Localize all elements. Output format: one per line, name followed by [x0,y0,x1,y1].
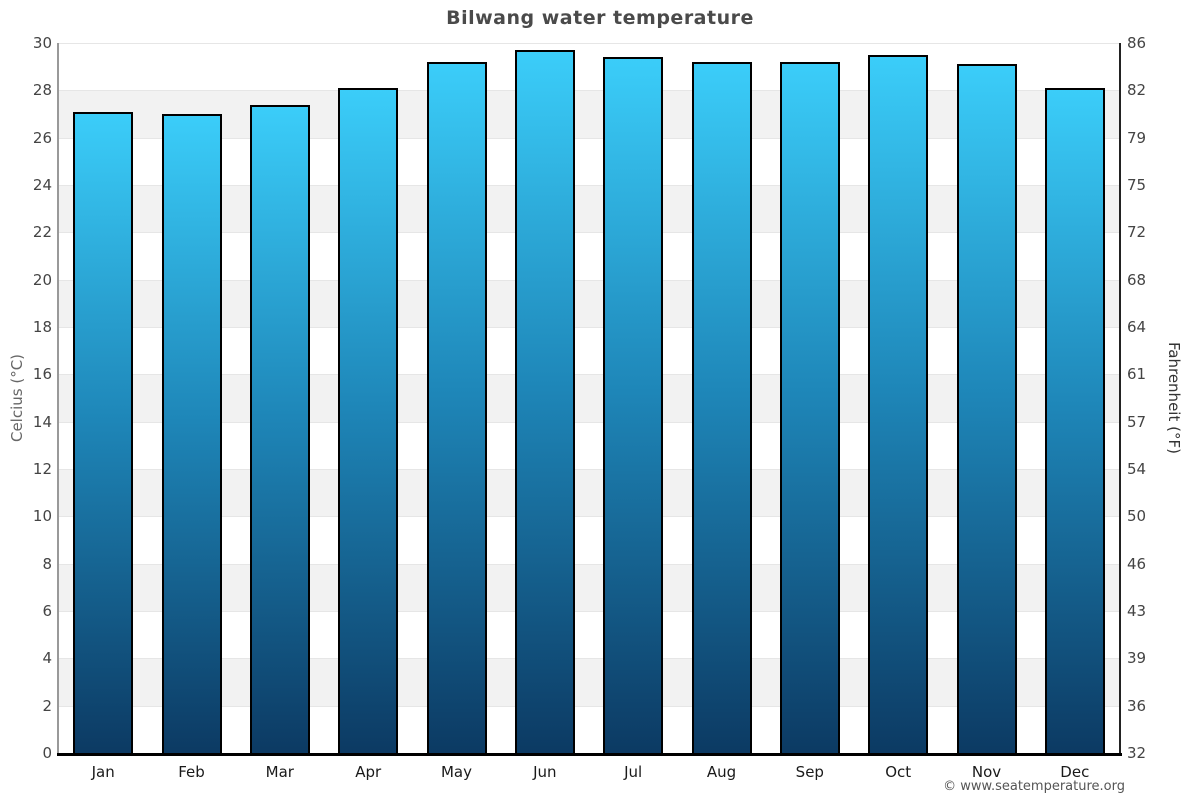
celsius-tick-label: 14 [32,412,52,431]
celsius-tick-label: 10 [32,507,52,526]
celsius-tick-label: 8 [42,554,52,573]
y-axis-title-fahrenheit: Fahrenheit (°F) [1165,342,1183,454]
temperature-bar-jul [603,57,664,753]
fahrenheit-tick-label: 64 [1127,318,1147,336]
y-grid-band [59,374,1119,422]
celsius-tick-label: 30 [32,34,52,52]
fahrenheit-tick-label: 54 [1127,460,1147,478]
temperature-bar-oct [868,54,929,753]
celsius-tick-label: 6 [42,602,52,620]
copyright-credit: © www.seatemperature.org [943,779,1125,794]
fahrenheit-tick-label: 43 [1127,602,1147,620]
fahrenheit-tick-label: 79 [1127,128,1147,147]
celsius-tick-label: 12 [32,460,52,478]
y-grid-band [59,421,1119,469]
temperature-bar-nov [956,64,1017,753]
celsius-tick-label: 26 [32,128,52,147]
y-grid-band [59,705,1119,753]
fahrenheit-tick-label: 75 [1127,176,1147,194]
x-tick-label-oct: Oct [885,763,912,781]
y-grid-band [59,563,1119,611]
temperature-bar-may [426,61,487,753]
right-axis-line [1119,43,1121,754]
celsius-tick-label: 16 [32,365,52,384]
plot-area [59,43,1119,753]
y-grid-band [59,516,1119,564]
x-tick-label-jan: Jan [91,763,115,781]
left-axis-line [57,43,59,753]
x-tick-label-feb: Feb [178,763,205,781]
x-tick-label-jun: Jun [533,763,557,781]
y-grid-band [59,185,1119,233]
x-tick-label-dec: Dec [1060,763,1090,781]
temperature-bar-aug [691,61,752,753]
temperature-bar-apr [338,87,399,753]
celsius-tick-label: 2 [42,696,52,715]
y-grid-band [59,327,1119,375]
x-tick-label-may: May [440,763,472,781]
fahrenheit-tick-label: 86 [1127,34,1147,52]
fahrenheit-tick-label: 39 [1127,649,1147,668]
fahrenheit-tick-label: 72 [1127,223,1147,242]
fahrenheit-tick-label: 46 [1127,554,1147,573]
x-axis-line [57,753,1122,756]
y-grid-band [59,658,1119,706]
fahrenheit-tick-label: 68 [1127,270,1147,289]
temperature-bar-jan [73,111,134,753]
x-tick-label-mar: Mar [265,763,294,781]
y-grid-band [59,137,1119,185]
celsius-tick-label: 0 [42,744,52,762]
fahrenheit-tick-label: 32 [1127,744,1147,762]
temperature-bar-dec [1044,87,1105,753]
x-tick-label-nov: Nov [971,763,1002,781]
x-tick-label-aug: Aug [706,763,737,781]
temperature-bar-feb [161,114,222,753]
fahrenheit-tick-label: 82 [1127,81,1147,100]
fahrenheit-tick-label: 57 [1127,412,1147,431]
temperature-bar-jun [514,50,575,753]
chart-title: Bilwang water temperature [446,7,754,29]
y-grid-band [59,279,1119,327]
x-tick-label-apr: Apr [355,763,382,781]
x-tick-label-sep: Sep [795,763,824,781]
celsius-tick-label: 22 [32,223,52,242]
y-grid-band [59,43,1119,91]
y-grid-band [59,232,1119,280]
celsius-tick-label: 28 [32,81,52,100]
celsius-tick-label: 4 [42,649,52,668]
temperature-bar-sep [779,61,840,753]
temperature-bar-mar [249,104,310,753]
fahrenheit-tick-label: 50 [1127,507,1147,526]
celsius-tick-label: 24 [32,176,52,194]
celsius-tick-label: 20 [32,270,52,289]
y-grid-band [59,611,1119,659]
fahrenheit-tick-label: 61 [1127,365,1147,384]
y-grid-band [59,469,1119,517]
y-grid-band [59,90,1119,138]
x-tick-label-jul: Jul [624,763,643,781]
fahrenheit-tick-label: 36 [1127,696,1147,715]
celsius-tick-label: 18 [32,318,52,336]
